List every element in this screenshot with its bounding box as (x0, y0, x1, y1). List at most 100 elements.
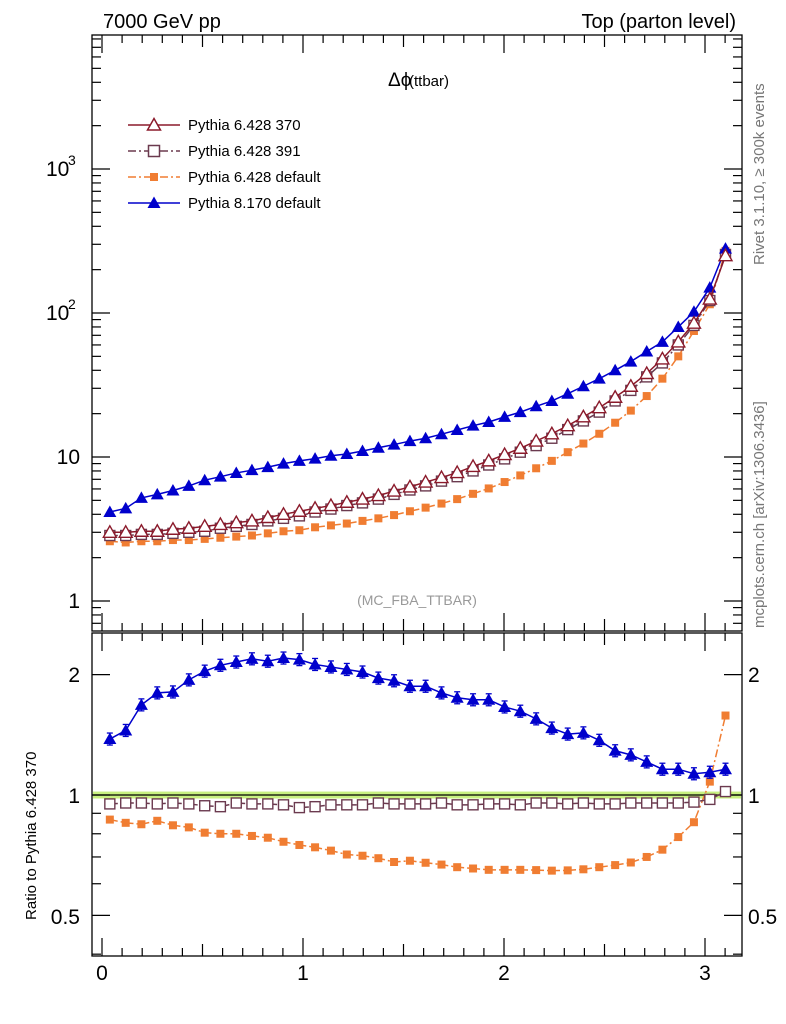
data-point (496, 446, 513, 461)
data-point (277, 457, 291, 469)
data-point (103, 505, 117, 518)
data-point (358, 516, 367, 525)
data-point (626, 406, 635, 415)
data-point (295, 526, 304, 535)
data-point (512, 440, 528, 454)
data-point (609, 798, 621, 810)
data-point (547, 866, 556, 875)
legend-label-pythia6-default: Pythia 6.428 default (188, 169, 321, 186)
data-point (529, 712, 543, 724)
data-point (181, 520, 197, 534)
data-point (387, 674, 401, 686)
data-point (562, 798, 574, 810)
data-point (292, 653, 306, 665)
data-point (639, 365, 655, 380)
data-point (482, 693, 496, 705)
data-point (466, 693, 480, 705)
xtick-label-3: 3 (699, 962, 711, 985)
data-point (672, 797, 684, 809)
data-point (417, 474, 434, 488)
data-point (529, 399, 543, 412)
data-point (326, 521, 335, 530)
ratio-axis-ticks (92, 633, 742, 956)
data-point (356, 799, 369, 811)
data-point (275, 506, 292, 521)
series-line-pythia-8-170-default (109, 657, 726, 775)
data-point (658, 845, 667, 854)
rivet-version-label: Rivet 3.1.10, ≥ 300k events (751, 83, 768, 265)
data-point (484, 865, 493, 874)
data-point (200, 828, 209, 837)
data-point (450, 423, 464, 435)
data-point (595, 863, 604, 872)
data-point (500, 865, 509, 874)
series-pythia-8-170-default (103, 242, 733, 518)
data-point (199, 800, 211, 812)
data-point (717, 247, 734, 262)
data-point (642, 852, 651, 861)
data-point (435, 797, 448, 809)
data-point (655, 762, 669, 775)
main-ytick-label-1: 1 (68, 590, 80, 613)
data-point (133, 523, 150, 537)
data-point (449, 464, 465, 479)
ratio-ytick-label-left-1: 1 (68, 785, 80, 808)
data-point (166, 484, 180, 496)
data-point (547, 456, 556, 465)
data-point (197, 518, 213, 533)
data-point (370, 487, 387, 502)
data-point (453, 863, 462, 872)
data-point (451, 799, 463, 811)
data-point (121, 818, 130, 827)
data-point (544, 425, 560, 440)
data-point (355, 444, 369, 457)
data-point (483, 798, 495, 810)
legend-item-pythia6-default: Pythia 6.428 default (128, 169, 321, 186)
svg-text:3: 3 (68, 152, 76, 168)
data-point (390, 857, 399, 866)
data-point (184, 536, 193, 545)
data-point (545, 394, 559, 406)
data-point (704, 793, 716, 806)
main-title: Δϕ (ttbar) (388, 70, 449, 91)
data-point (641, 797, 653, 809)
data-point (198, 664, 212, 677)
data-point (200, 534, 209, 543)
series-line-pythia-6-428-391 (109, 790, 726, 809)
data-point (213, 658, 227, 671)
data-point (137, 537, 146, 546)
data-point (670, 333, 686, 348)
data-point (658, 374, 667, 383)
data-point (324, 449, 338, 461)
data-point (354, 491, 371, 505)
data-point (640, 755, 654, 767)
data-point (307, 500, 323, 515)
data-point (119, 501, 133, 514)
data-point (216, 829, 225, 838)
data-point (721, 711, 730, 720)
data-point (228, 514, 244, 529)
data-point (593, 798, 605, 810)
data-point (374, 854, 383, 863)
data-point (405, 856, 414, 865)
data-point (104, 798, 116, 810)
data-point (229, 466, 243, 478)
data-point (687, 305, 701, 317)
data-point (498, 700, 512, 712)
data-point (137, 820, 146, 829)
series-pythia-6-428-391 (104, 248, 732, 542)
data-point (719, 762, 733, 775)
data-point (261, 654, 275, 667)
data-point (149, 523, 165, 537)
data-point (498, 410, 512, 422)
data-point (687, 767, 701, 779)
main-ytick-label-10: 10 (57, 446, 80, 469)
data-point (405, 507, 414, 516)
data-point (279, 837, 288, 846)
data-point (198, 473, 212, 486)
data-point (150, 487, 164, 500)
ratio-panel: 0.5 1 2 0.5 1 2 Ratio to Pythia 6.428 37… (23, 632, 777, 985)
data-point (674, 352, 683, 361)
data-point (263, 833, 272, 842)
